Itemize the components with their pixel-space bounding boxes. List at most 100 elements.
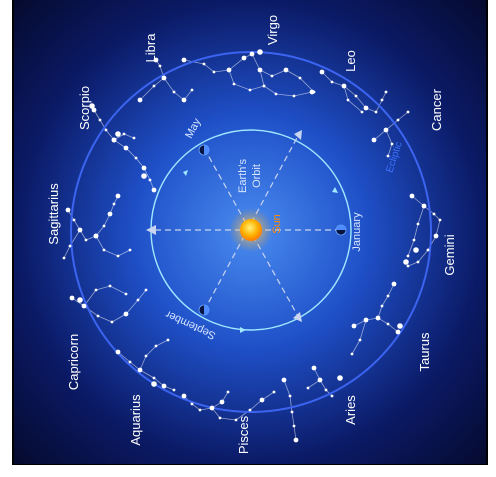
star-icon — [371, 137, 377, 143]
star-icon — [72, 218, 76, 222]
star-icon — [270, 74, 274, 78]
zodiac-label-libra: Libra — [143, 33, 158, 63]
star-icon — [330, 80, 334, 84]
zodiac-label-taurus: Taurus — [417, 332, 432, 372]
star-icon — [309, 89, 315, 95]
earth-may — [198, 144, 210, 156]
star-icon — [110, 320, 114, 324]
star-icon — [406, 264, 410, 268]
star-icon — [330, 394, 334, 398]
star-icon — [166, 338, 170, 342]
star-icon — [181, 97, 187, 103]
star-icon — [292, 424, 296, 428]
star-icon — [363, 105, 369, 111]
star-icon — [386, 154, 390, 158]
star-icon — [151, 187, 157, 193]
star-icon — [148, 178, 152, 182]
zodiac-label-leo: Leo — [343, 50, 358, 72]
star-icon — [108, 284, 112, 288]
sun-label: Sun — [271, 214, 283, 234]
star-icon — [438, 218, 442, 222]
star-icon — [102, 248, 106, 252]
star-icon — [421, 203, 427, 209]
star-icon — [153, 57, 159, 63]
zodiac-label-scorpio: Scorpio — [77, 86, 92, 130]
star-icon — [409, 193, 415, 199]
star-icon — [288, 394, 292, 398]
star-icon — [202, 62, 206, 66]
bright-star-icon — [89, 103, 95, 109]
star-icon — [152, 84, 156, 88]
star-icon — [396, 118, 400, 122]
star-icon — [124, 292, 128, 296]
star-icon — [351, 323, 357, 329]
star-icon — [257, 67, 263, 73]
bright-star-icon — [337, 375, 343, 381]
zodiac-label-aquarius: Aquarius — [128, 394, 143, 446]
star-icon — [144, 288, 148, 292]
star-icon — [426, 248, 430, 252]
earth-orbit-label-line1: Earth's — [237, 159, 249, 193]
star-icon — [262, 84, 266, 88]
star-icon — [324, 388, 328, 392]
star-icon — [226, 67, 232, 73]
star-icon — [136, 298, 140, 302]
star-icon — [433, 233, 439, 239]
month-label-january: January — [351, 212, 363, 252]
sight-arrow-icon — [146, 225, 156, 235]
star-icon — [154, 344, 158, 348]
star-icon — [141, 165, 147, 171]
star-icon — [234, 418, 238, 422]
star-icon — [172, 90, 176, 94]
star-icon — [218, 416, 222, 420]
star-icon — [416, 222, 420, 226]
earth-september — [198, 304, 210, 316]
zodiac-label-aries: Aries — [343, 395, 358, 425]
star-icon — [158, 64, 162, 68]
star-icon — [161, 75, 167, 81]
star-icon — [412, 238, 416, 242]
star-icon — [93, 233, 99, 239]
star-icon — [341, 83, 347, 89]
star-icon — [281, 377, 287, 383]
star-icon — [226, 390, 230, 394]
star-icon — [81, 303, 87, 309]
star-icon — [241, 55, 247, 61]
star-icon — [212, 70, 216, 74]
bright-star-icon — [115, 131, 121, 137]
star-icon — [98, 118, 102, 122]
star-icon — [380, 304, 384, 308]
orbit-arrow-icon — [240, 327, 246, 333]
star-icon — [350, 352, 354, 356]
star-icon — [248, 88, 252, 92]
sun-icon — [240, 219, 262, 241]
star-icon — [198, 408, 202, 412]
star-icon — [354, 94, 358, 98]
zodiac-label-cancer: Cancer — [429, 88, 444, 131]
star-icon — [306, 386, 310, 390]
bright-star-icon — [257, 49, 263, 55]
star-icon — [69, 295, 75, 301]
star-icon — [181, 393, 187, 399]
star-icon — [406, 254, 410, 258]
star-icon — [172, 388, 176, 392]
star-icon — [416, 260, 420, 264]
star-icon — [84, 238, 88, 242]
star-icon — [123, 311, 129, 317]
sight-arrow-icon — [294, 130, 302, 140]
star-icon — [115, 349, 121, 355]
bright-star-icon — [141, 173, 147, 179]
zodiac-label-gemini: Gemini — [442, 234, 457, 275]
star-icon — [346, 98, 350, 102]
star-icon — [380, 98, 384, 102]
constellation-stars — [62, 49, 442, 443]
star-icon — [128, 248, 132, 252]
star-icon — [259, 397, 265, 403]
diagram-canvas: Sun Earth's Orbit May January September … — [14, 0, 486, 464]
earth-january — [335, 224, 347, 236]
star-icon — [94, 288, 98, 292]
earth-lit-side — [204, 145, 209, 155]
star-icon — [298, 76, 302, 80]
star-icon — [232, 82, 236, 86]
star-icon — [62, 256, 66, 260]
